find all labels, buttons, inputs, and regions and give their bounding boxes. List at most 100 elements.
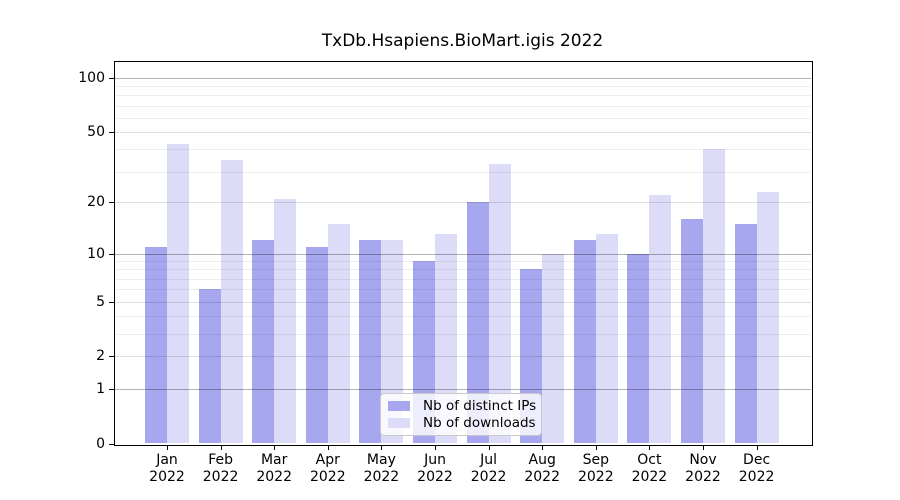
bar-downloads bbox=[220, 159, 243, 444]
year-label: 2022 bbox=[417, 469, 453, 485]
x-axis-tick bbox=[435, 444, 436, 450]
year-label: 2022 bbox=[309, 469, 346, 485]
x-axis-tick bbox=[756, 444, 758, 450]
gridline-major bbox=[114, 253, 811, 255]
bar-downloads bbox=[327, 223, 350, 444]
gridline-minor bbox=[114, 269, 811, 271]
x-tick-label: Jan 2022 bbox=[137, 452, 197, 486]
y-axis-tick bbox=[109, 78, 114, 79]
bar-distinct-ips bbox=[734, 223, 757, 444]
bar-distinct-ips bbox=[359, 240, 382, 444]
y-tick-label: 50 bbox=[87, 124, 105, 141]
y-axis-tick bbox=[109, 202, 114, 204]
bar-downloads bbox=[649, 195, 672, 444]
gridline-minor bbox=[114, 105, 811, 107]
month-label: Dec bbox=[743, 452, 771, 468]
year-label: 2022 bbox=[256, 469, 292, 485]
month-label: Jun bbox=[424, 452, 446, 468]
y-tick-label: 5 bbox=[96, 293, 105, 310]
bar-distinct-ips bbox=[145, 246, 167, 444]
bar-downloads bbox=[703, 149, 725, 444]
gridline-mid bbox=[114, 132, 811, 134]
year-label: 2022 bbox=[685, 469, 721, 485]
gridline-minor bbox=[114, 289, 811, 291]
y-axis-tick bbox=[109, 253, 114, 255]
year-label: 2022 bbox=[363, 469, 400, 485]
year-label: 2022 bbox=[524, 469, 560, 485]
gridline-minor bbox=[114, 261, 811, 263]
y-tick-label: 2 bbox=[96, 348, 105, 365]
year-label: 2022 bbox=[631, 469, 668, 485]
y-axis-tick bbox=[109, 132, 114, 134]
gridline-minor bbox=[114, 316, 811, 318]
x-axis-tick bbox=[542, 444, 544, 450]
x-tick-label: Dec 2022 bbox=[727, 452, 787, 486]
gridline-minor bbox=[114, 171, 811, 173]
x-tick-label: Nov 2022 bbox=[673, 452, 733, 486]
month-label: Mar bbox=[260, 452, 288, 468]
x-axis-tick bbox=[220, 444, 222, 450]
month-label: Aug bbox=[528, 452, 556, 468]
gridline-minor bbox=[114, 95, 811, 97]
bar-distinct-ips bbox=[198, 289, 221, 444]
x-tick-label: Oct 2022 bbox=[619, 452, 679, 486]
year-label: 2022 bbox=[738, 469, 775, 485]
legend-label: Nb of downloads bbox=[423, 415, 536, 431]
month-label: Sep bbox=[582, 452, 609, 468]
legend-swatch-distinct-ips bbox=[388, 401, 410, 411]
bar-downloads bbox=[542, 253, 565, 444]
bar-downloads bbox=[756, 191, 779, 444]
bar-downloads bbox=[595, 234, 618, 444]
gridline-mid bbox=[114, 202, 811, 204]
gridline-minor bbox=[114, 333, 811, 335]
bar-distinct-ips bbox=[252, 240, 275, 444]
x-tick-label: Mar 2022 bbox=[244, 452, 304, 486]
bar-distinct-ips bbox=[681, 219, 703, 444]
y-axis-tick bbox=[109, 388, 114, 390]
legend-item: Nb of downloads bbox=[388, 415, 536, 431]
x-axis-tick bbox=[327, 444, 329, 450]
x-tick-label: Apr 2022 bbox=[298, 452, 358, 486]
gridline-minor bbox=[114, 149, 811, 151]
x-tick-label: Feb 2022 bbox=[191, 452, 251, 486]
gridline-mid bbox=[114, 301, 811, 303]
bar-downloads bbox=[435, 234, 457, 444]
x-tick-label: Jun 2022 bbox=[405, 452, 465, 486]
month-label: Nov bbox=[689, 452, 717, 468]
y-tick-label: 10 bbox=[87, 245, 105, 262]
gridline-minor bbox=[114, 86, 811, 88]
gridline-minor bbox=[114, 278, 811, 280]
y-axis-tick bbox=[109, 443, 114, 445]
bar-distinct-ips bbox=[305, 246, 328, 444]
bar-distinct-ips bbox=[627, 253, 650, 444]
year-label: 2022 bbox=[149, 469, 185, 485]
month-label: Oct bbox=[637, 452, 662, 468]
month-label: Jul bbox=[480, 452, 498, 468]
x-axis-tick bbox=[274, 444, 276, 450]
y-tick-label: 1 bbox=[96, 380, 105, 397]
chart-title: TxDb.Hsapiens.BioMart.igis 2022 bbox=[321, 31, 604, 51]
legend-label: Nb of distinct IPs bbox=[423, 398, 537, 414]
y-axis-tick bbox=[109, 301, 114, 303]
bar-downloads bbox=[488, 164, 511, 444]
month-label: Apr bbox=[315, 452, 340, 468]
month-label: Jan bbox=[156, 452, 178, 468]
y-axis-tick bbox=[109, 356, 114, 358]
x-axis-tick bbox=[595, 444, 597, 450]
x-tick-label: Jul 2022 bbox=[459, 452, 519, 486]
bar-downloads bbox=[274, 198, 297, 444]
x-axis-tick bbox=[649, 444, 651, 450]
gridline-minor bbox=[114, 117, 811, 119]
x-axis-tick bbox=[488, 444, 490, 450]
y-tick-label: 100 bbox=[78, 70, 105, 86]
month-label: May bbox=[366, 452, 396, 468]
x-tick-label: Aug 2022 bbox=[512, 452, 572, 486]
bar-distinct-ips bbox=[573, 240, 596, 444]
bar-downloads bbox=[167, 143, 189, 444]
legend-item: Nb of distinct IPs bbox=[388, 398, 537, 414]
x-tick-label: Sep 2022 bbox=[566, 452, 626, 486]
year-label: 2022 bbox=[470, 469, 507, 485]
year-label: 2022 bbox=[202, 469, 239, 485]
